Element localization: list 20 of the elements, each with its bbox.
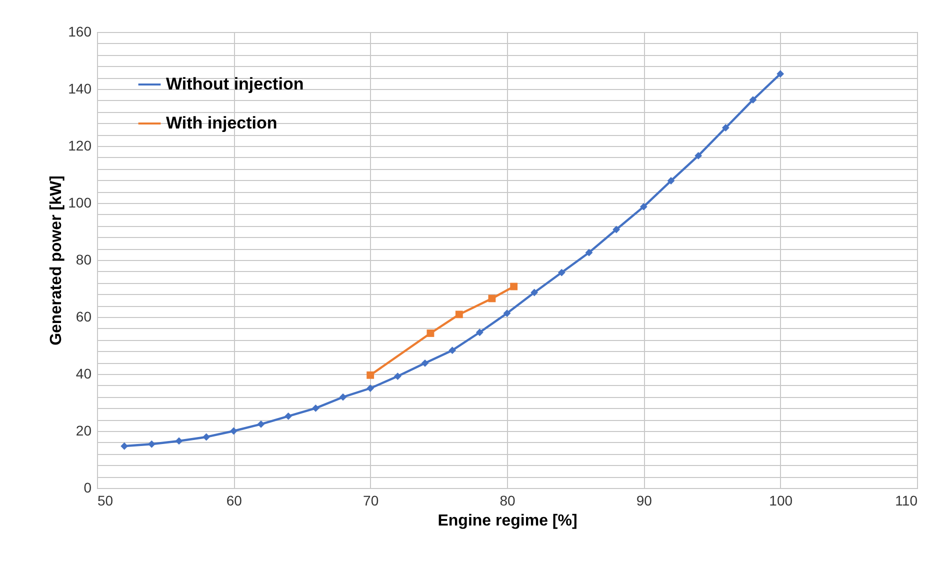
x-tick-label: 80 [500,492,516,508]
y-tick-label: 20 [76,422,92,438]
y-tick-label: 40 [76,366,92,382]
y-tick-label: 0 [84,480,92,496]
x-axis-title: Engine regime [%] [438,512,578,530]
x-tick-label: 50 [98,492,114,508]
y-tick-label: 120 [68,138,92,154]
y-tick-label: 80 [76,252,92,268]
legend-label: With injection [166,114,278,132]
legend-label: Without injection [166,74,304,94]
x-tick-label: 110 [895,492,918,508]
x-tick-label: 90 [636,492,652,508]
y-tick-label: 140 [68,80,92,96]
y-axis-title: Generated power [kW] [48,176,66,346]
y-tick-label: 100 [68,194,92,210]
x-tick-label: 70 [363,492,379,508]
y-tick-label: 160 [68,24,92,40]
y-tick-label: 60 [76,308,92,324]
x-tick-label: 60 [226,492,242,508]
x-tick-label: 100 [769,492,793,508]
